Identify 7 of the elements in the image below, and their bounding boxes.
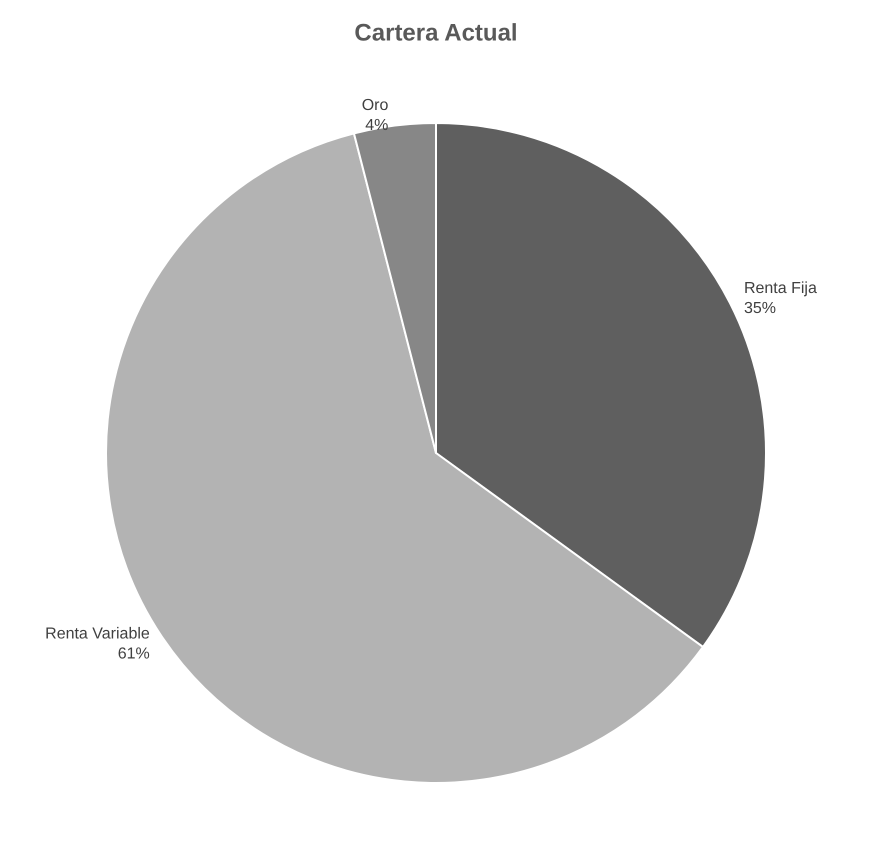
data-label: 35%	[744, 300, 776, 318]
chart-title: Cartera Actual	[354, 20, 518, 46]
slice-label: Renta Fija	[744, 280, 817, 298]
data-label: 61%	[118, 646, 150, 663]
slice-label: Oro	[362, 97, 388, 114]
data-label: 4%	[365, 117, 388, 134]
slice-label: Renta Variable	[45, 626, 150, 643]
